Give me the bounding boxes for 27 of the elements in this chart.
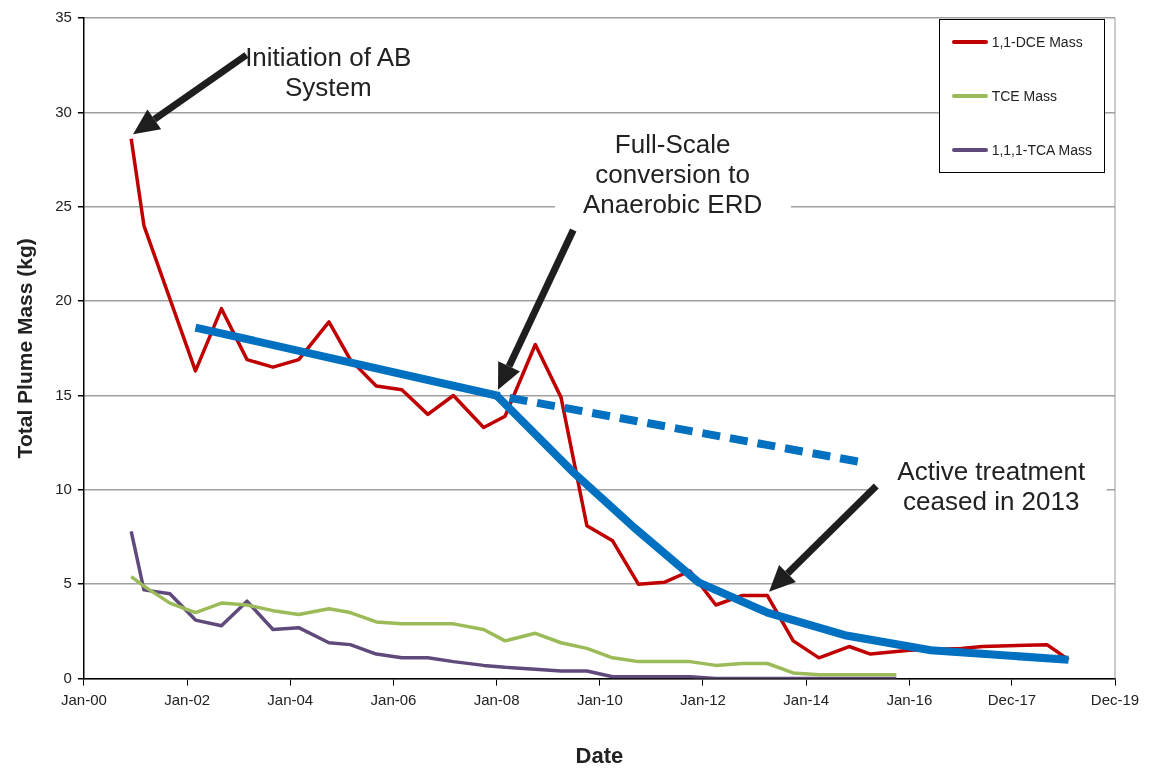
x-tick-label: Jan-08 — [473, 690, 520, 708]
y-tick-label: 0 — [63, 668, 72, 686]
x-tick-label: Dec-19 — [1090, 690, 1140, 708]
x-tick-label: Dec-17 — [987, 690, 1037, 708]
annotation: Initiation of AB System — [230, 39, 427, 104]
legend-label: 1,1-DCE Mass — [991, 34, 1083, 50]
x-tick-label: Jan-10 — [576, 690, 623, 708]
legend-label: TCE Mass — [991, 88, 1057, 104]
y-axis-title: Total Plume Mass (kg) — [13, 238, 37, 459]
x-tick-label: Jan-16 — [886, 690, 933, 708]
y-tick-label: 25 — [55, 196, 72, 214]
y-tick-label: 35 — [55, 8, 72, 26]
x-tick-label: Jan-00 — [60, 690, 107, 708]
annotation: Full-Scale conversion to Anaerobic ERD — [554, 126, 791, 221]
x-tick-label: Jan-14 — [783, 690, 830, 708]
x-tick-label: Jan-12 — [680, 690, 726, 708]
x-axis-title: Date — [575, 742, 624, 768]
y-tick-label: 15 — [55, 385, 72, 403]
y-tick-label: 20 — [55, 291, 72, 309]
x-tick-label: Jan-04 — [267, 690, 314, 708]
legend-label: 1,1,1-TCA Mass — [991, 142, 1092, 158]
annotation: Active treatment ceased in 2013 — [875, 454, 1107, 519]
y-tick-label: 5 — [63, 574, 72, 592]
y-tick-label: 30 — [55, 102, 72, 120]
x-tick-label: Jan-02 — [164, 690, 211, 708]
x-tick-label: Jan-06 — [370, 690, 417, 708]
y-tick-label: 10 — [55, 480, 72, 497]
